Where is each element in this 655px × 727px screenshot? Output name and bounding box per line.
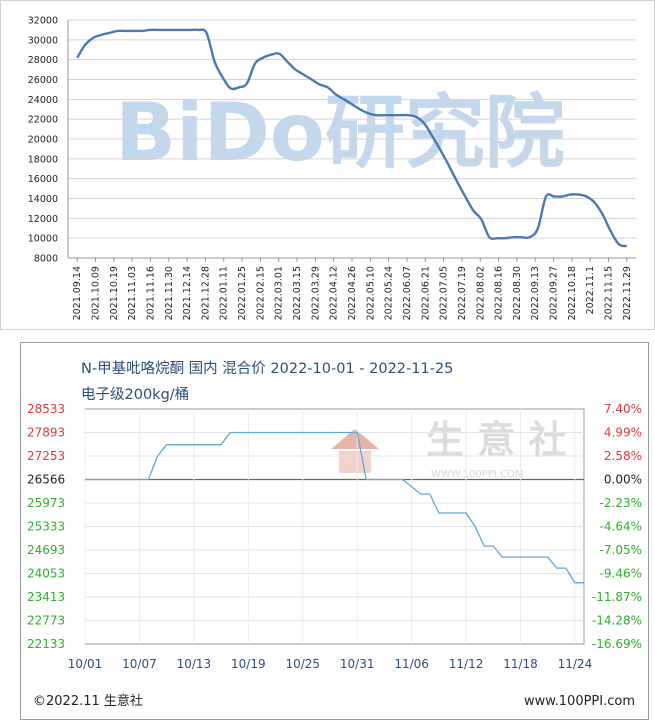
chart1-x-tick-label: 2022.05.24 (384, 266, 395, 320)
chart2-y-right-tick-label: -2.23% (600, 496, 642, 510)
chart1-gridlines (67, 19, 636, 259)
chart2-panel: N-甲基吡咯烷酮 国内 混合价 2022-10-01 - 2022-11-25 … (20, 342, 649, 720)
chart1-x-tick-label: 2021.09.14 (72, 266, 83, 320)
chart1-series-line (76, 28, 628, 248)
chart2-y-axis-right: 7.40% 4.99% 2.58% 0.00% -2.23% -4.64% -7.05% -9… (592, 402, 642, 651)
chart1-x-tick-label: 2022.05.10 (365, 266, 376, 320)
chart1-x-tick-label: 2022.07.05 (439, 266, 450, 320)
chart-100ppi-price: N-甲基吡咯烷酮 国内 混合价 2022-10-01 - 2022-11-25 … (27, 360, 642, 709)
chart1-y-axis: 32000 30000 28000 26000 24000 22000 20000 18000… (28, 16, 58, 265)
chart1-watermark: BiDo研究院 (115, 86, 565, 179)
chart1-x-tick-label: 2021.11.16 (145, 266, 156, 320)
chart1-x-tick-label: 2021.11.30 (164, 266, 175, 320)
chart1-x-tick-label: 2022.01.11 (219, 266, 230, 320)
chart1-y-tick-label: 18000 (28, 154, 58, 165)
footer-website[interactable]: www.100PPI.com (524, 694, 635, 709)
chart1-x-tick-label: 2022.08.02 (475, 266, 486, 320)
chart1-x-tick-label: 2022.06.21 (420, 266, 431, 320)
chart1-x-tick-label: 2022.07.19 (457, 266, 468, 320)
chart2-y-right-tick-label: -7.05% (600, 543, 642, 557)
chart1-y-tick-label: 24000 (28, 95, 58, 106)
chart2-y-left-tick-label: 27253 (27, 449, 65, 463)
chart1-x-tick-label: 2022.10.18 (567, 266, 578, 320)
chart2-y-left-tick-label: 25333 (27, 520, 65, 534)
chart1-x-tick-label: 2022.04.12 (329, 266, 340, 320)
chart1-y-tick-label: 10000 (28, 234, 58, 245)
chart1-y-tick-label: 14000 (28, 194, 58, 205)
chart2-y-left-tick-label: 25973 (27, 496, 65, 510)
chart1-x-axis: 2021.09.14 2021.10.09 2021.10.19 2021.11.03… (72, 258, 633, 320)
chart1-x-tick-label: 2022.11.29 (622, 266, 633, 320)
chart1-x-tick-label: 2022.03.01 (274, 266, 285, 320)
chart1-x-tick-label: 2022.08.16 (494, 266, 505, 320)
chart1-x-tick-label: 2022.02.15 (255, 266, 266, 320)
watermark-logo-icon (339, 451, 371, 473)
chart2-y-right-tick-label: -16.69% (592, 637, 642, 651)
chart2-y-right-tick-label: 7.40% (604, 402, 642, 416)
chart2-y-right-tick-label: -11.87% (592, 590, 642, 604)
chart2-watermark: 生 意 社 WWW.100PPI.COM (331, 418, 566, 480)
chart2-x-tick-label: 11/12 (449, 657, 484, 671)
chart2-x-tick-label: 10/13 (177, 657, 212, 671)
chart1-x-tick-label: 2022.01.25 (237, 266, 248, 320)
chart1-y-tick-label: 30000 (28, 35, 58, 46)
chart2-x-tick-label: 11/18 (503, 657, 538, 671)
chart2-x-tick-label: 10/01 (68, 657, 103, 671)
chart1-background (0, 0, 655, 330)
chart1-x-tick-label: 2022.09.13 (530, 266, 541, 320)
chart2-y-left-tick-label: 27893 (27, 426, 65, 440)
chart2-x-tick-label: 10/07 (122, 657, 157, 671)
chart2-y-left-tick-label: 24693 (27, 543, 65, 557)
chart2-y-right-tick-label: -14.28% (592, 614, 642, 628)
chart2-y-right-tick-label: -4.64% (600, 520, 642, 534)
chart2-series-line (85, 431, 584, 584)
chart2-y-left-tick-label: 24053 (27, 567, 65, 581)
chart-bido-price: BiDo研究院 32000 30000 28000 26000 24000 22000 20… (0, 0, 655, 330)
footer-copyright: ©2022.11 生意社 (33, 693, 143, 709)
chart2-x-tick-label: 11/06 (394, 657, 429, 671)
chart2-y-right-tick-label: 0.00% (604, 473, 642, 487)
chart1-x-tick-label: 2022.11.15 (604, 266, 615, 320)
chart1-x-tick-label: 2021.12.14 (182, 266, 193, 320)
chart1-y-tick-label: 12000 (28, 214, 58, 225)
chart1-x-tick-label: 2022.03.15 (292, 266, 303, 320)
chart2-y-right-tick-label: 4.99% (604, 426, 642, 440)
chart2-y-left-tick-label: 23413 (27, 590, 65, 604)
watermark-logo-roof-icon (331, 429, 379, 449)
chart2-y-right-tick-label: 2.58% (604, 449, 642, 463)
chart2-x-tick-label: 10/25 (285, 657, 320, 671)
chart2-y-left-tick-label: 22133 (27, 637, 65, 651)
chart1-x-tick-label: 2022.08.30 (512, 266, 523, 320)
chart1-y-tick-label: 26000 (28, 75, 58, 86)
chart2-subtitle: 电子级200kg/桶 (81, 386, 189, 403)
chart1-x-tick-label: 2021.12.28 (200, 266, 211, 320)
chart2-x-tick-label: 10/31 (340, 657, 375, 671)
chart2-x-tick-label: 11/24 (558, 657, 593, 671)
chart2-y-right-tick-label: -9.46% (600, 567, 642, 581)
chart1-x-tick-label: 2022.06.07 (402, 266, 413, 320)
chart1-x-tick-label: 2022.11.1 (585, 266, 596, 314)
chart2-watermark-text: 生 意 社 (426, 418, 566, 462)
chart2-gridlines (84, 409, 584, 644)
chart1-y-tick-label: 32000 (28, 16, 58, 27)
chart1-x-tick-label: 2022.03.29 (310, 266, 321, 320)
chart1-x-tick-label: 2021.10.19 (109, 266, 120, 320)
chart1-y-tick-label: 20000 (28, 135, 58, 146)
chart1-x-tick-label: 2022.04.26 (347, 266, 358, 320)
chart1-x-tick-label: 2021.11.03 (127, 266, 138, 320)
chart2-title: N-甲基吡咯烷酮 国内 混合价 2022-10-01 - 2022-11-25 (81, 360, 453, 377)
chart2-y-axis-left: 28533 27893 27253 26566 25973 25333 24693 24053… (27, 402, 65, 651)
chart2-y-left-tick-label: 26566 (27, 473, 65, 487)
chart2-watermark-url: WWW.100PPI.COM (431, 469, 523, 480)
chart1-y-tick-label: 22000 (28, 115, 58, 126)
chart1-y-tick-label: 16000 (28, 174, 58, 185)
chart2-x-tick-label: 10/19 (231, 657, 266, 671)
chart1-x-tick-label: 2021.10.09 (90, 266, 101, 320)
chart1-y-tick-label: 8000 (34, 254, 58, 265)
chart2-x-axis: 10/01 10/07 10/13 10/19 10/25 10/31 11/06 11/12… (68, 657, 593, 671)
chart1-x-tick-label: 2022.09.27 (549, 266, 560, 320)
chart1-y-tick-label: 28000 (28, 55, 58, 66)
chart2-y-left-tick-label: 22773 (27, 614, 65, 628)
chart2-y-left-tick-label: 28533 (27, 402, 65, 416)
